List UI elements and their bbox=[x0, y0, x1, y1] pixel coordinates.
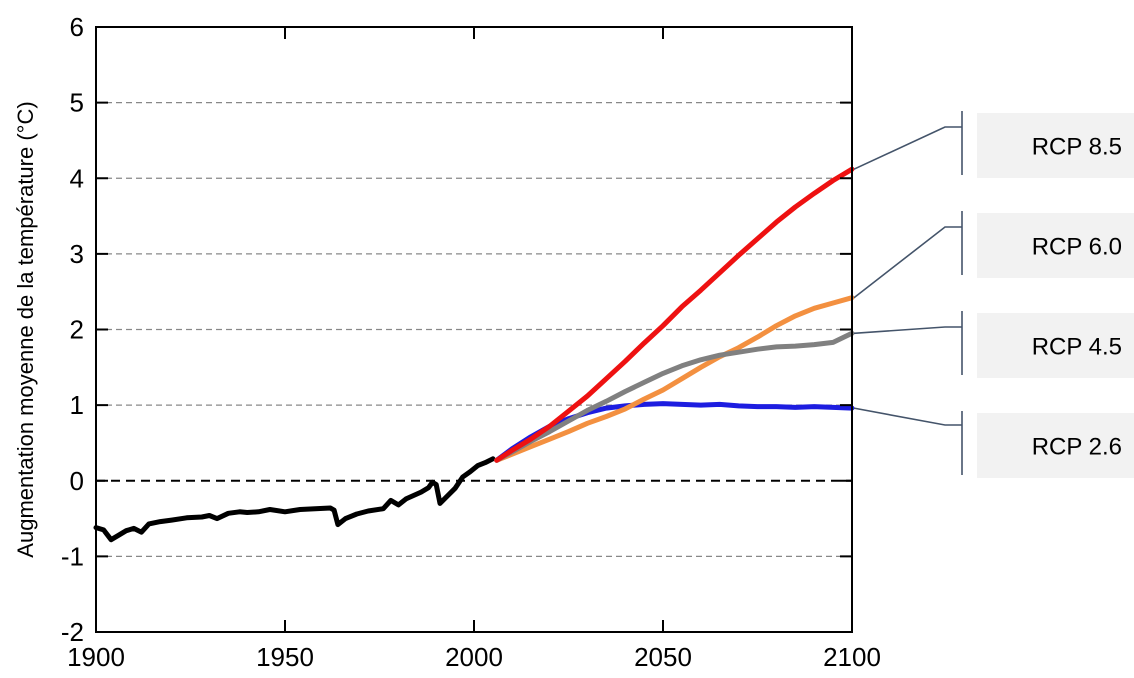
callout-box bbox=[977, 213, 1134, 278]
callout-box bbox=[977, 313, 1134, 378]
y-tick-label: -1 bbox=[61, 541, 84, 571]
callout-box bbox=[977, 113, 1134, 178]
callout-box bbox=[977, 413, 1134, 478]
callout-leader bbox=[853, 407, 962, 426]
series-line-rcp-8-5 bbox=[494, 166, 855, 463]
callout-label: RCP 2.6 bbox=[1032, 434, 1122, 461]
series-line-historical bbox=[93, 456, 496, 543]
y-axis-title: Augmentation moyenne de la température (… bbox=[13, 101, 38, 557]
series-lines bbox=[93, 166, 855, 543]
callout-label: RCP 4.5 bbox=[1032, 334, 1122, 361]
y-tick-label: 6 bbox=[70, 12, 84, 42]
series-line-rcp-4-5 bbox=[494, 330, 855, 463]
callout-leader bbox=[853, 226, 962, 299]
axis-ticks: -2 -1 0 1 2 3 4 5 6 1900 1950 2000 2050 2100 bbox=[61, 12, 881, 672]
series-line-rcp-6-0 bbox=[494, 295, 855, 463]
callout-label: RCP 6.0 bbox=[1032, 234, 1122, 261]
y-tick-label: 2 bbox=[70, 315, 84, 345]
y-tick-label: -2 bbox=[61, 617, 84, 647]
x-tick-label: 2100 bbox=[823, 642, 881, 672]
y-tick-label: 0 bbox=[70, 466, 84, 496]
x-tick-label: 2050 bbox=[634, 642, 692, 672]
x-tick-label: 2000 bbox=[445, 642, 503, 672]
y-tick-label: 5 bbox=[70, 88, 84, 118]
gridlines bbox=[96, 102, 852, 557]
y-tick-label: 1 bbox=[70, 390, 84, 420]
x-tick-label: 1900 bbox=[67, 642, 125, 672]
x-tick-label: 1950 bbox=[256, 642, 314, 672]
callout-leader bbox=[853, 326, 962, 335]
y-axis-label: Augmentation moyenne de la température (… bbox=[13, 101, 38, 557]
callout-leader bbox=[853, 126, 962, 170]
callout-label: RCP 8.5 bbox=[1032, 134, 1122, 161]
y-tick-label: 4 bbox=[70, 163, 84, 193]
scenario-callouts: RCP 8.5 RCP 6.0 RCP 4.5 RCP 2.6 bbox=[853, 111, 1134, 478]
y-tick-label: 3 bbox=[70, 239, 84, 269]
